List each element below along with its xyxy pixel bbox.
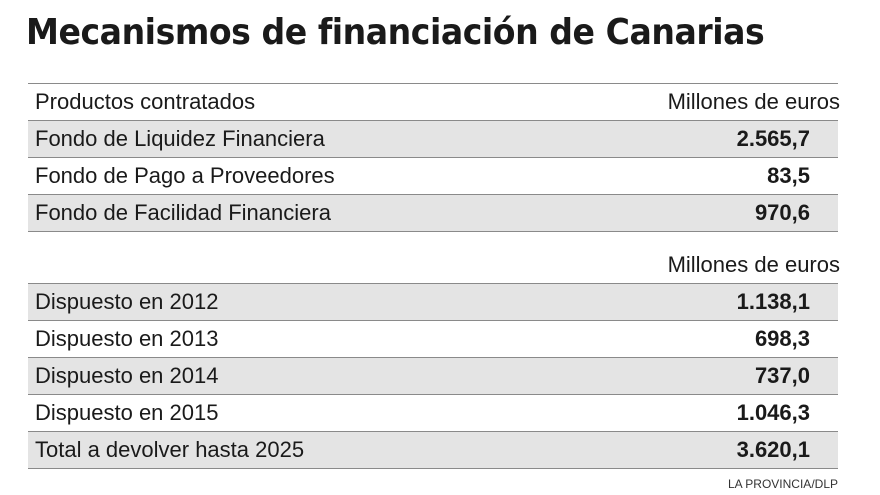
row-value: 698,3 [754, 326, 810, 351]
row-label: Fondo de Pago a Proveedores [35, 163, 335, 188]
row-value: 3.620,1 [736, 437, 810, 462]
header-label: Productos contratados [35, 89, 256, 114]
table-header: Productos contratados Millones de euros [28, 84, 840, 121]
row-label: Total a devolver hasta 2025 [35, 437, 305, 462]
row-value: 2.565,7 [736, 126, 810, 151]
row-value: 83,5 [767, 163, 810, 188]
header-unit: Millones de euros [667, 252, 840, 277]
table-header: Millones de euros [28, 247, 840, 284]
row-label: Dispuesto en 2013 [35, 326, 219, 351]
title: Mecanismos de financiación de Canarias [26, 12, 765, 53]
table-row: Fondo de Facilidad Financiera 970,6 [28, 195, 838, 232]
table-disbursed: Millones de euros Dispuesto en 2012 1.138… [28, 247, 840, 469]
table-row: Fondo de Liquidez Financiera 2.565,7 [28, 121, 838, 158]
source: LA PROVINCIA/DLP [727, 477, 838, 491]
table-row: Dispuesto en 2015 1.046,3 [28, 395, 838, 432]
table-body: Dispuesto en 2012 1.138,1 Dispuesto en 201… [28, 284, 838, 469]
row-label: Dispuesto en 2012 [35, 289, 219, 314]
row-label: Fondo de Facilidad Financiera [35, 200, 331, 225]
table-row: Total a devolver hasta 2025 3.620,1 [28, 432, 838, 469]
row-value: 1.138,1 [736, 289, 810, 314]
table-row: Dispuesto en 2012 1.138,1 [28, 284, 838, 321]
table-products: Productos contratados Millones de euros … [28, 83, 840, 232]
table-row: Fondo de Pago a Proveedores 83,5 [28, 158, 838, 195]
row-label: Fondo de Liquidez Financiera [35, 126, 325, 151]
row-label: Dispuesto en 2014 [35, 363, 219, 388]
row-value: 737,0 [754, 363, 810, 388]
row-value: 970,6 [754, 200, 810, 225]
table-body: Fondo de Liquidez Financiera 2.565,7 Fondo… [28, 121, 838, 232]
header-unit: Millones de euros [667, 89, 840, 114]
table-row: Dispuesto en 2014 737,0 [28, 358, 838, 395]
table-row: Dispuesto en 2013 698,3 [28, 321, 838, 358]
row-value: 1.046,3 [736, 400, 810, 425]
row-label: Dispuesto en 2015 [35, 400, 219, 425]
